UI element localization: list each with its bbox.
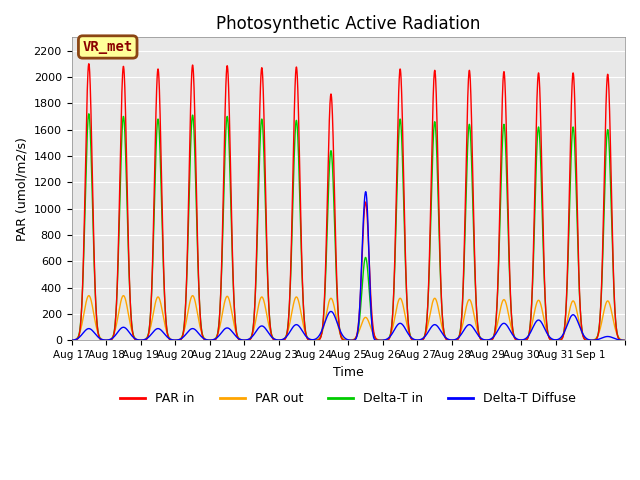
Text: VR_met: VR_met	[83, 40, 133, 54]
Legend: PAR in, PAR out, Delta-T in, Delta-T Diffuse: PAR in, PAR out, Delta-T in, Delta-T Dif…	[115, 387, 581, 410]
X-axis label: Time: Time	[333, 366, 364, 379]
Y-axis label: PAR (umol/m2/s): PAR (umol/m2/s)	[15, 137, 28, 241]
Title: Photosynthetic Active Radiation: Photosynthetic Active Radiation	[216, 15, 481, 33]
